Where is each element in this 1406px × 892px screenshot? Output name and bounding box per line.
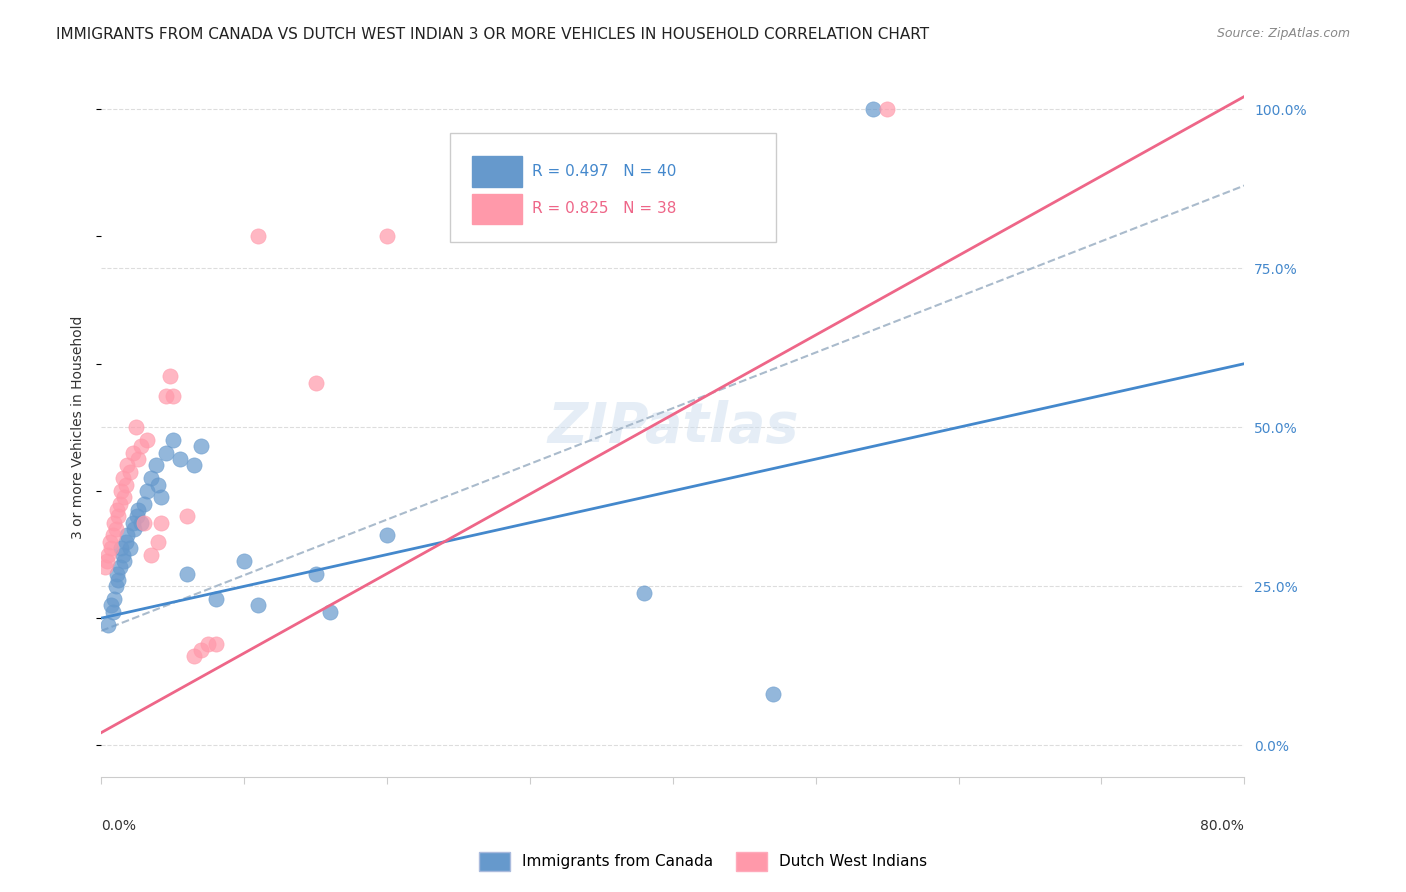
Point: [136, 483, 159, 498]
Point: [159, 369, 181, 384]
Point: [876, 102, 898, 116]
Point: [108, 497, 131, 511]
Point: [136, 433, 159, 447]
Point: [101, 605, 124, 619]
Point: [762, 688, 785, 702]
Point: [118, 465, 141, 479]
Point: [375, 229, 398, 244]
Point: [150, 516, 173, 530]
Point: [121, 446, 143, 460]
FancyBboxPatch shape: [450, 134, 776, 242]
Text: IMMIGRANTS FROM CANADA VS DUTCH WEST INDIAN 3 OR MORE VEHICLES IN HOUSEHOLD CORR: IMMIGRANTS FROM CANADA VS DUTCH WEST IND…: [56, 27, 929, 42]
Point: [862, 102, 884, 116]
Point: [375, 528, 398, 542]
Point: [176, 509, 198, 524]
Point: [118, 541, 141, 556]
Point: [98, 534, 121, 549]
Point: [115, 458, 138, 473]
Point: [183, 649, 205, 664]
Point: [141, 548, 163, 562]
Point: [97, 617, 120, 632]
Point: [129, 516, 152, 530]
FancyBboxPatch shape: [471, 156, 522, 186]
FancyBboxPatch shape: [471, 194, 522, 225]
Text: R = 0.825   N = 38: R = 0.825 N = 38: [531, 202, 676, 217]
Text: R = 0.497   N = 40: R = 0.497 N = 40: [531, 164, 676, 178]
Point: [122, 522, 145, 536]
Point: [101, 528, 124, 542]
Point: [304, 376, 326, 390]
Point: [103, 592, 125, 607]
Point: [127, 452, 149, 467]
Point: [132, 497, 155, 511]
Text: 80.0%: 80.0%: [1201, 819, 1244, 833]
Point: [233, 554, 256, 568]
Point: [105, 566, 128, 581]
Point: [169, 452, 191, 467]
Point: [197, 637, 219, 651]
Point: [633, 585, 655, 599]
Point: [176, 566, 198, 581]
Point: [104, 579, 127, 593]
Y-axis label: 3 or more Vehicles in Household: 3 or more Vehicles in Household: [72, 316, 86, 539]
Point: [155, 446, 177, 460]
Point: [107, 509, 129, 524]
Legend: Immigrants from Canada, Dutch West Indians: Immigrants from Canada, Dutch West India…: [470, 843, 936, 880]
Point: [127, 503, 149, 517]
Point: [129, 439, 152, 453]
Point: [145, 458, 167, 473]
Point: [96, 554, 118, 568]
Point: [112, 554, 135, 568]
Point: [162, 433, 184, 447]
Text: ZIPatlas: ZIPatlas: [547, 401, 799, 454]
Point: [104, 522, 127, 536]
Point: [190, 439, 212, 453]
Point: [112, 490, 135, 504]
Point: [107, 573, 129, 587]
Point: [124, 420, 146, 434]
Point: [97, 548, 120, 562]
Text: Source: ZipAtlas.com: Source: ZipAtlas.com: [1216, 27, 1350, 40]
Point: [125, 509, 148, 524]
Point: [319, 605, 342, 619]
Point: [94, 560, 117, 574]
Point: [183, 458, 205, 473]
Point: [247, 229, 270, 244]
Point: [247, 599, 270, 613]
Point: [100, 599, 122, 613]
Point: [110, 541, 132, 556]
Point: [190, 643, 212, 657]
Point: [100, 541, 122, 556]
Point: [148, 534, 170, 549]
Text: 0.0%: 0.0%: [101, 819, 136, 833]
Point: [111, 548, 134, 562]
Point: [155, 388, 177, 402]
Point: [162, 388, 184, 402]
Point: [114, 477, 136, 491]
Point: [304, 566, 326, 581]
Point: [148, 477, 170, 491]
Point: [204, 592, 226, 607]
Point: [121, 516, 143, 530]
Point: [111, 471, 134, 485]
Point: [141, 471, 163, 485]
Point: [132, 516, 155, 530]
Point: [114, 534, 136, 549]
Point: [115, 528, 138, 542]
Point: [103, 516, 125, 530]
Point: [204, 637, 226, 651]
Point: [108, 560, 131, 574]
Point: [110, 483, 132, 498]
Point: [105, 503, 128, 517]
Point: [150, 490, 173, 504]
